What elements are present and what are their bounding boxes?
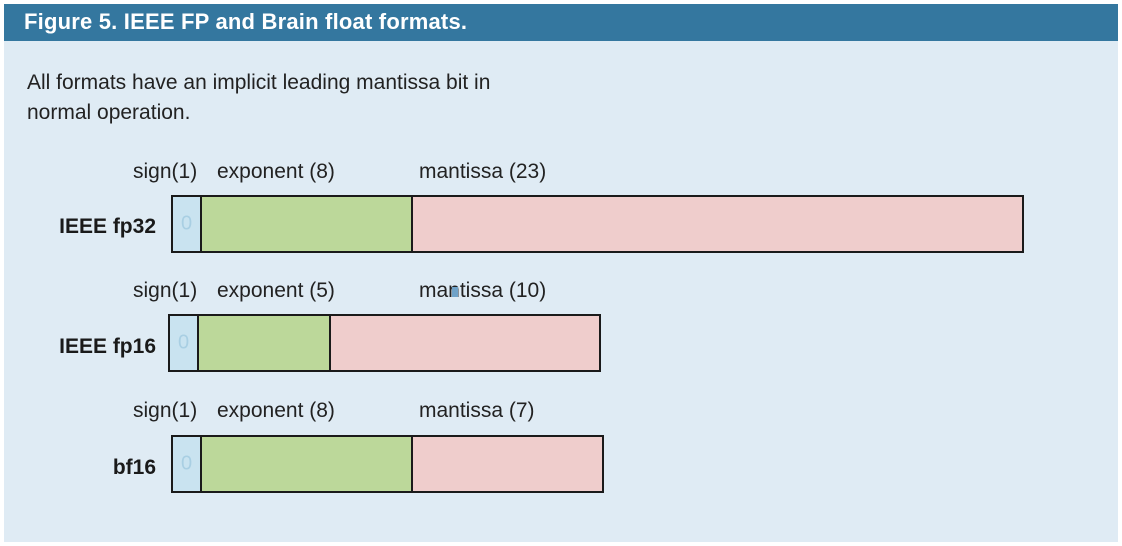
fp16-sign-field: 0 xyxy=(168,314,199,372)
fp16-format-label: IEEE fp16 xyxy=(59,335,156,358)
bf16-exponent-field xyxy=(202,435,413,493)
fp32-mantissa-field xyxy=(413,195,1024,253)
fp16-mantissa-label: mantissa (10) xyxy=(419,279,547,302)
fp32-format-label: IEEE fp32 xyxy=(59,215,156,238)
bf16-sign-field: 0 xyxy=(171,435,202,493)
fp32-exponent-label: exponent (8) xyxy=(217,160,335,183)
fp32-sign-field: 0 xyxy=(171,195,202,253)
fp32-sign-label: sign(1) xyxy=(133,160,198,183)
fp16-exponent-label: exponent (5) xyxy=(217,279,335,302)
bf16-format-label: bf16 xyxy=(112,456,156,479)
figure-header: Figure 5. IEEE FP and Brain float format… xyxy=(4,4,1118,41)
fp16-mantissa-field xyxy=(331,314,601,372)
bf16-sign-label: sign(1) xyxy=(133,399,198,422)
fp16-exponent-field xyxy=(199,314,331,372)
fp32-exponent-field xyxy=(202,195,413,253)
bf16-mantissa-field xyxy=(413,435,604,493)
bf16-exponent-label: exponent (8) xyxy=(217,399,335,422)
fp32-mantissa-label: mantissa (23) xyxy=(419,160,547,183)
cursor-marker xyxy=(452,287,458,297)
bf16-mantissa-label: mantissa (7) xyxy=(419,399,535,422)
fp16-sign-label: sign(1) xyxy=(133,279,198,302)
figure-title: Figure 5. IEEE FP and Brain float format… xyxy=(24,9,468,34)
figure-caption: All formats have an implicit leading man… xyxy=(27,71,491,124)
